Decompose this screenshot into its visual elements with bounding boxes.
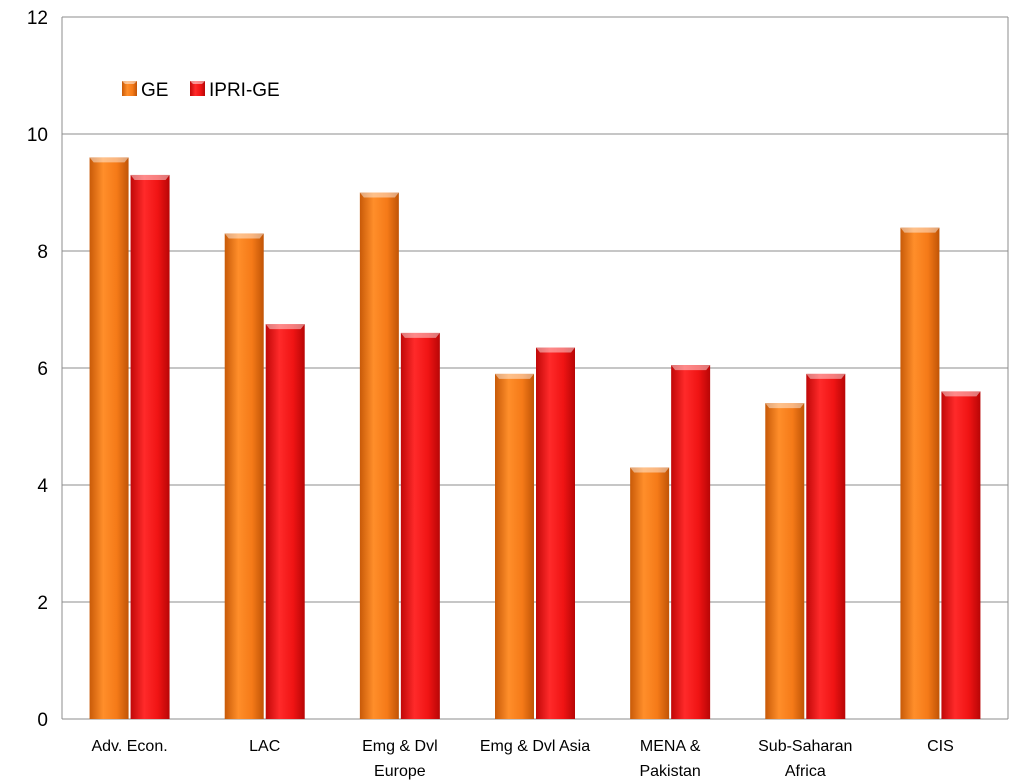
- bar-body: [941, 391, 981, 719]
- bar-ge-4: [630, 467, 670, 719]
- bar-cap: [900, 227, 940, 233]
- bar-body: [630, 467, 670, 719]
- legend-label: GE: [141, 80, 168, 101]
- bar-ge-3: [495, 373, 534, 719]
- x-tick-label: CIS: [927, 738, 954, 755]
- y-tick-label: 4: [37, 476, 48, 497]
- bar-body: [400, 332, 440, 719]
- bar-body: [359, 192, 399, 719]
- bar-body: [536, 347, 575, 719]
- bar-cap: [671, 365, 711, 371]
- bar-cap: [89, 157, 129, 163]
- x-tick-label: Sub-Saharan Africa: [758, 738, 852, 780]
- legend-swatch: [122, 81, 137, 96]
- bar-body: [671, 365, 711, 719]
- y-tick-label: 10: [27, 125, 48, 146]
- x-axis-tick-labels: Adv. Econ. LAC Emg & Dvl Europe Emg & Dvl As…: [91, 738, 953, 780]
- bar-cap: [536, 347, 575, 353]
- x-tick-label: Emg & Dvl Asia: [480, 738, 590, 755]
- bar-cap: [806, 373, 846, 379]
- bar-cap: [400, 332, 440, 338]
- y-tick-label: 2: [37, 593, 48, 614]
- y-tick-label: 6: [37, 359, 48, 380]
- bar-body: [806, 373, 846, 719]
- bar-body: [265, 324, 305, 719]
- legend-swatch: [190, 81, 205, 96]
- y-tick-label: 8: [37, 242, 48, 263]
- legend-item-ge: GE: [122, 80, 168, 101]
- bar-cap: [265, 324, 305, 330]
- y-tick-label: 0: [37, 710, 48, 731]
- bar-body: [765, 403, 805, 719]
- bar-ipri-ge-3: [536, 347, 575, 719]
- bar-body: [900, 227, 940, 719]
- legend-label: IPRI-GE: [209, 80, 280, 101]
- legend: GE IPRI-GE: [122, 80, 280, 101]
- bar-cap: [359, 192, 399, 198]
- x-tick-label: Adv. Econ.: [91, 738, 167, 755]
- bar-ipri-ge-2: [400, 332, 440, 719]
- bar-cap: [941, 391, 981, 397]
- legend-swatch-cap: [122, 81, 137, 84]
- bar-cap: [224, 233, 264, 239]
- legend-item-ipri-ge: IPRI-GE: [190, 80, 280, 101]
- bar-ge-1: [224, 233, 264, 719]
- bars: [89, 157, 981, 719]
- bar-body: [495, 373, 534, 719]
- bar-cap: [630, 467, 670, 473]
- bar-cap: [130, 174, 170, 180]
- bar-ipri-ge-4: [671, 365, 711, 719]
- bar-ge-6: [900, 227, 940, 719]
- gridlines: [61, 16, 1009, 720]
- bar-body: [130, 174, 170, 719]
- bar-ipri-ge-1: [265, 324, 305, 719]
- y-tick-label: 12: [27, 8, 48, 29]
- bar-ipri-ge-5: [806, 373, 846, 719]
- x-tick-label: LAC: [249, 738, 280, 755]
- bar-cap: [495, 373, 534, 379]
- bar-ge-2: [359, 192, 399, 719]
- bar-body: [224, 233, 264, 719]
- y-axis-tick-labels: 0 2 4 6 8 10 12: [27, 8, 49, 731]
- bar-cap: [765, 403, 805, 409]
- bar-ipri-ge-0: [130, 174, 170, 719]
- x-tick-label: Emg & Dvl Europe: [362, 738, 438, 780]
- bar-body: [89, 157, 129, 719]
- bar-ge-0: [89, 157, 129, 719]
- legend-swatch-cap: [190, 81, 205, 84]
- bar-ge-5: [765, 403, 805, 719]
- bar-ipri-ge-6: [941, 391, 981, 719]
- x-tick-label: MENA & Pakistan: [639, 738, 700, 780]
